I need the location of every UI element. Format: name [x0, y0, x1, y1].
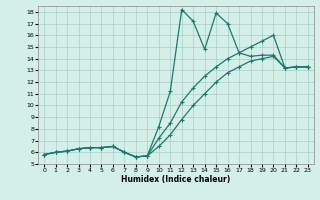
X-axis label: Humidex (Indice chaleur): Humidex (Indice chaleur)	[121, 175, 231, 184]
